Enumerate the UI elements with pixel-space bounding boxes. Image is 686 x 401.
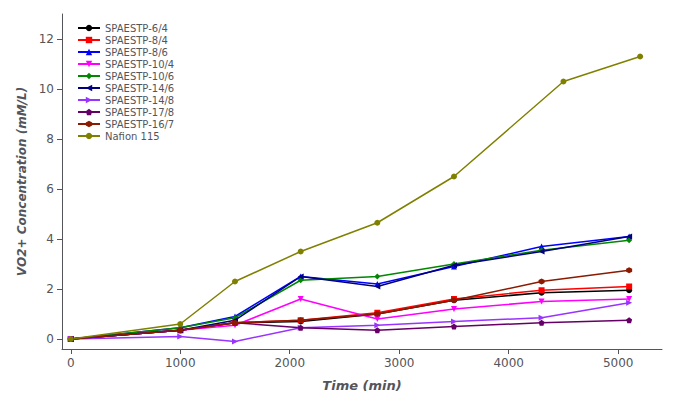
svg-text:Nafion 115: Nafion 115 (105, 131, 160, 142)
svg-text:SPAESTP-8/6: SPAESTP-8/6 (105, 47, 168, 58)
svg-text:6: 6 (46, 182, 54, 196)
svg-text:SPAESTP-10/6: SPAESTP-10/6 (105, 71, 174, 82)
svg-text:8: 8 (46, 132, 54, 146)
svg-text:VO2+ Concentration (mM/L): VO2+ Concentration (mM/L) (15, 87, 29, 276)
svg-text:Time (min): Time (min) (322, 378, 401, 393)
svg-text:SPAESTP-16/7: SPAESTP-16/7 (105, 119, 174, 130)
svg-text:SPAESTP-17/8: SPAESTP-17/8 (105, 107, 174, 118)
svg-text:SPAESTP-10/4: SPAESTP-10/4 (105, 59, 174, 70)
svg-text:2000: 2000 (274, 356, 305, 370)
svg-text:1000: 1000 (165, 356, 196, 370)
svg-text:2: 2 (46, 282, 54, 296)
svg-text:3000: 3000 (384, 356, 415, 370)
svg-text:10: 10 (39, 82, 54, 96)
svg-text:0: 0 (67, 356, 75, 370)
svg-text:SPAESTP-14/8: SPAESTP-14/8 (105, 95, 174, 106)
svg-text:5000: 5000 (603, 356, 634, 370)
svg-text:4000: 4000 (493, 356, 524, 370)
svg-text:0: 0 (46, 332, 54, 346)
svg-text:4: 4 (46, 232, 54, 246)
svg-text:SPAESTP-14/6: SPAESTP-14/6 (105, 83, 174, 94)
svg-text:12: 12 (39, 32, 54, 46)
svg-text:SPAESTP-8/4: SPAESTP-8/4 (105, 35, 168, 46)
svg-text:SPAESTP-6/4: SPAESTP-6/4 (105, 23, 168, 34)
